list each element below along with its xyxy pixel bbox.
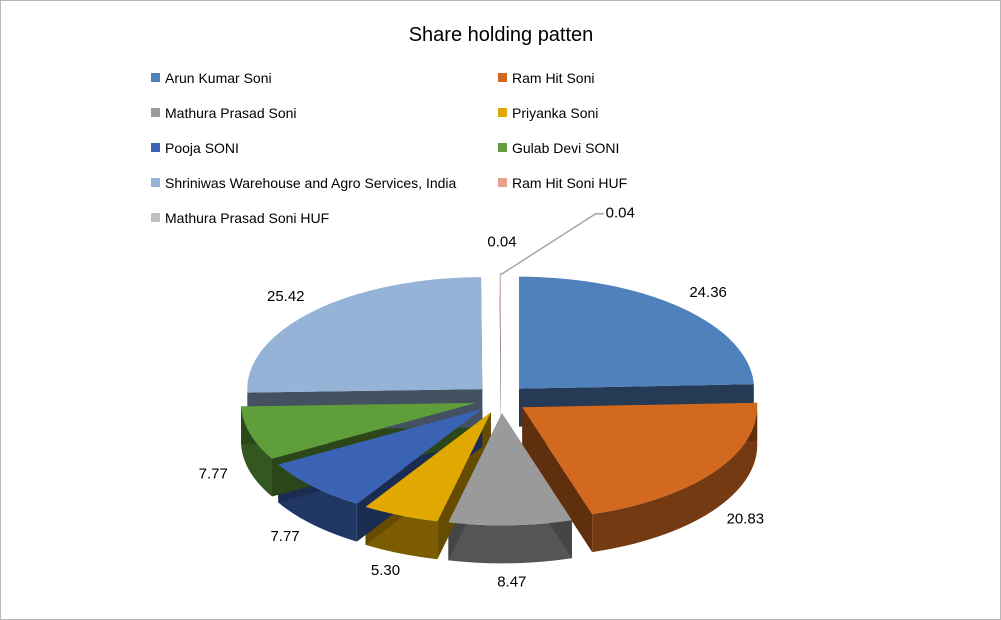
chart-title: Share holding patten (409, 24, 594, 46)
legend-swatch (498, 143, 507, 152)
pie-slice (241, 402, 476, 459)
legend-swatch (498, 108, 507, 117)
slice-cut-face (499, 272, 501, 423)
leader-line (500, 212, 604, 276)
pie-slices (241, 272, 758, 526)
legend-entry: Ram Hit Soni (512, 70, 594, 86)
data-label: 0.04 (487, 234, 516, 251)
legend-swatch (151, 213, 160, 222)
pie-slice (365, 412, 491, 522)
legend-swatch (498, 178, 507, 187)
slice-side (592, 407, 758, 553)
pie-slice (522, 402, 758, 515)
data-label: 5.30 (371, 562, 400, 579)
legend-swatch (498, 73, 507, 82)
legend-swatch (151, 73, 160, 82)
legend-entry: Shriniwas Warehouse and Agro Services, I… (165, 175, 457, 191)
legend-entry: Gulab Devi SONI (512, 140, 619, 156)
data-label: 8.47 (497, 573, 526, 590)
pie-slice (247, 277, 483, 393)
legend-swatch (151, 143, 160, 152)
legend-entry: Pooja SONI (165, 140, 239, 156)
legend-entry: Mathura Prasad Soni (165, 105, 297, 121)
slice-cut-face (522, 407, 593, 553)
data-label: 0.04 (606, 205, 635, 222)
pie-slice (499, 272, 501, 385)
data-labels: 24.36 20.83 8.47 5.30 7.77 7.77 25.42 0.04 0.04 (199, 205, 764, 591)
legend-entry: Arun Kumar Soni (165, 70, 272, 86)
legend-entry: Mathura Prasad Soni HUF (165, 210, 329, 226)
data-label: 25.42 (267, 288, 305, 305)
pie-slice (519, 276, 754, 389)
legend-entry: Ram Hit Soni HUF (512, 175, 627, 191)
pie-slice (500, 272, 501, 385)
legend: Arun Kumar Soni Ram Hit Soni Mathura Prasa… (151, 70, 627, 226)
data-label: 24.36 (689, 284, 727, 301)
data-label: 7.77 (199, 466, 228, 483)
legend-entry: Priyanka Soni (512, 105, 598, 121)
pie-slice (278, 408, 483, 504)
legend-swatch (151, 178, 160, 187)
leader-lines (500, 212, 604, 276)
legend-swatch (151, 108, 160, 117)
slice-side (241, 406, 272, 497)
data-label: 7.77 (270, 528, 299, 545)
data-label: 20.83 (727, 511, 765, 528)
pie-slice (448, 413, 572, 526)
slice-side (448, 520, 572, 564)
